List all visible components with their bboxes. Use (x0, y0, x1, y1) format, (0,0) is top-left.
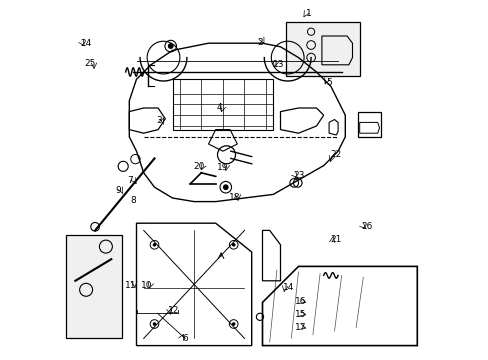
Text: 6: 6 (182, 334, 187, 343)
Text: 10: 10 (141, 281, 152, 289)
Text: 5: 5 (326, 78, 332, 87)
Text: 25: 25 (84, 59, 96, 68)
Circle shape (223, 184, 228, 190)
Text: 26: 26 (361, 222, 372, 231)
Text: 16: 16 (294, 297, 305, 306)
Text: 9: 9 (115, 186, 121, 195)
Text: 1: 1 (306, 9, 311, 18)
Text: 11: 11 (125, 281, 137, 289)
Text: 24: 24 (81, 39, 92, 48)
Text: 22: 22 (330, 150, 341, 158)
Text: 4: 4 (216, 103, 222, 112)
Circle shape (167, 43, 173, 49)
Text: 12: 12 (167, 306, 179, 315)
Text: 18: 18 (228, 193, 240, 202)
Bar (172, 79, 273, 130)
Text: 7: 7 (127, 176, 133, 185)
Circle shape (231, 322, 235, 326)
Text: 14: 14 (282, 284, 293, 293)
Text: 15: 15 (294, 310, 305, 319)
Bar (285, 22, 359, 76)
Circle shape (152, 243, 156, 247)
Bar (66, 235, 122, 338)
Text: 13: 13 (272, 60, 284, 69)
Text: 2: 2 (257, 38, 262, 47)
Text: 8: 8 (130, 197, 136, 206)
Text: 21: 21 (330, 235, 341, 244)
Text: 17: 17 (294, 323, 305, 332)
Text: 3: 3 (156, 116, 162, 125)
Circle shape (231, 243, 235, 247)
Text: 20: 20 (193, 162, 204, 171)
Text: 23: 23 (293, 171, 305, 180)
Circle shape (152, 322, 156, 326)
Text: 19: 19 (217, 163, 228, 172)
